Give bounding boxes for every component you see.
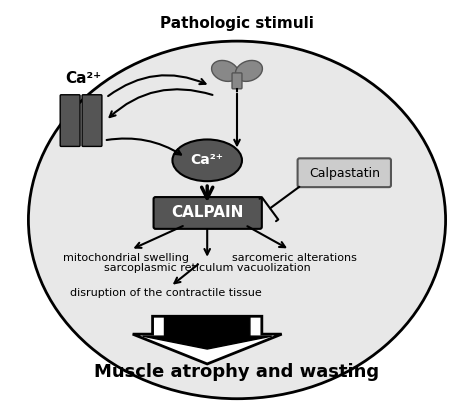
FancyBboxPatch shape — [60, 95, 80, 146]
Text: disruption of the contractile tissue: disruption of the contractile tissue — [70, 288, 261, 298]
Text: Muscle atrophy and wasting: Muscle atrophy and wasting — [94, 363, 380, 381]
FancyBboxPatch shape — [154, 197, 262, 229]
Text: Ca²⁺: Ca²⁺ — [191, 153, 224, 167]
Text: mitochondrial swelling: mitochondrial swelling — [63, 253, 189, 263]
Text: sarcoplasmic reticulum vacuolization: sarcoplasmic reticulum vacuolization — [104, 263, 310, 273]
Ellipse shape — [236, 61, 263, 81]
Polygon shape — [133, 316, 282, 364]
Polygon shape — [143, 316, 272, 349]
FancyBboxPatch shape — [232, 73, 242, 89]
FancyBboxPatch shape — [298, 159, 391, 187]
Ellipse shape — [211, 61, 238, 81]
Ellipse shape — [28, 41, 446, 399]
Text: Pathologic stimuli: Pathologic stimuli — [160, 16, 314, 31]
Ellipse shape — [173, 139, 242, 181]
Text: CALPAIN: CALPAIN — [171, 205, 243, 220]
Text: Ca²⁺: Ca²⁺ — [65, 71, 101, 86]
Text: Calpastatin: Calpastatin — [309, 167, 380, 180]
FancyBboxPatch shape — [82, 95, 102, 146]
Text: sarcomeric alterations: sarcomeric alterations — [232, 253, 357, 263]
